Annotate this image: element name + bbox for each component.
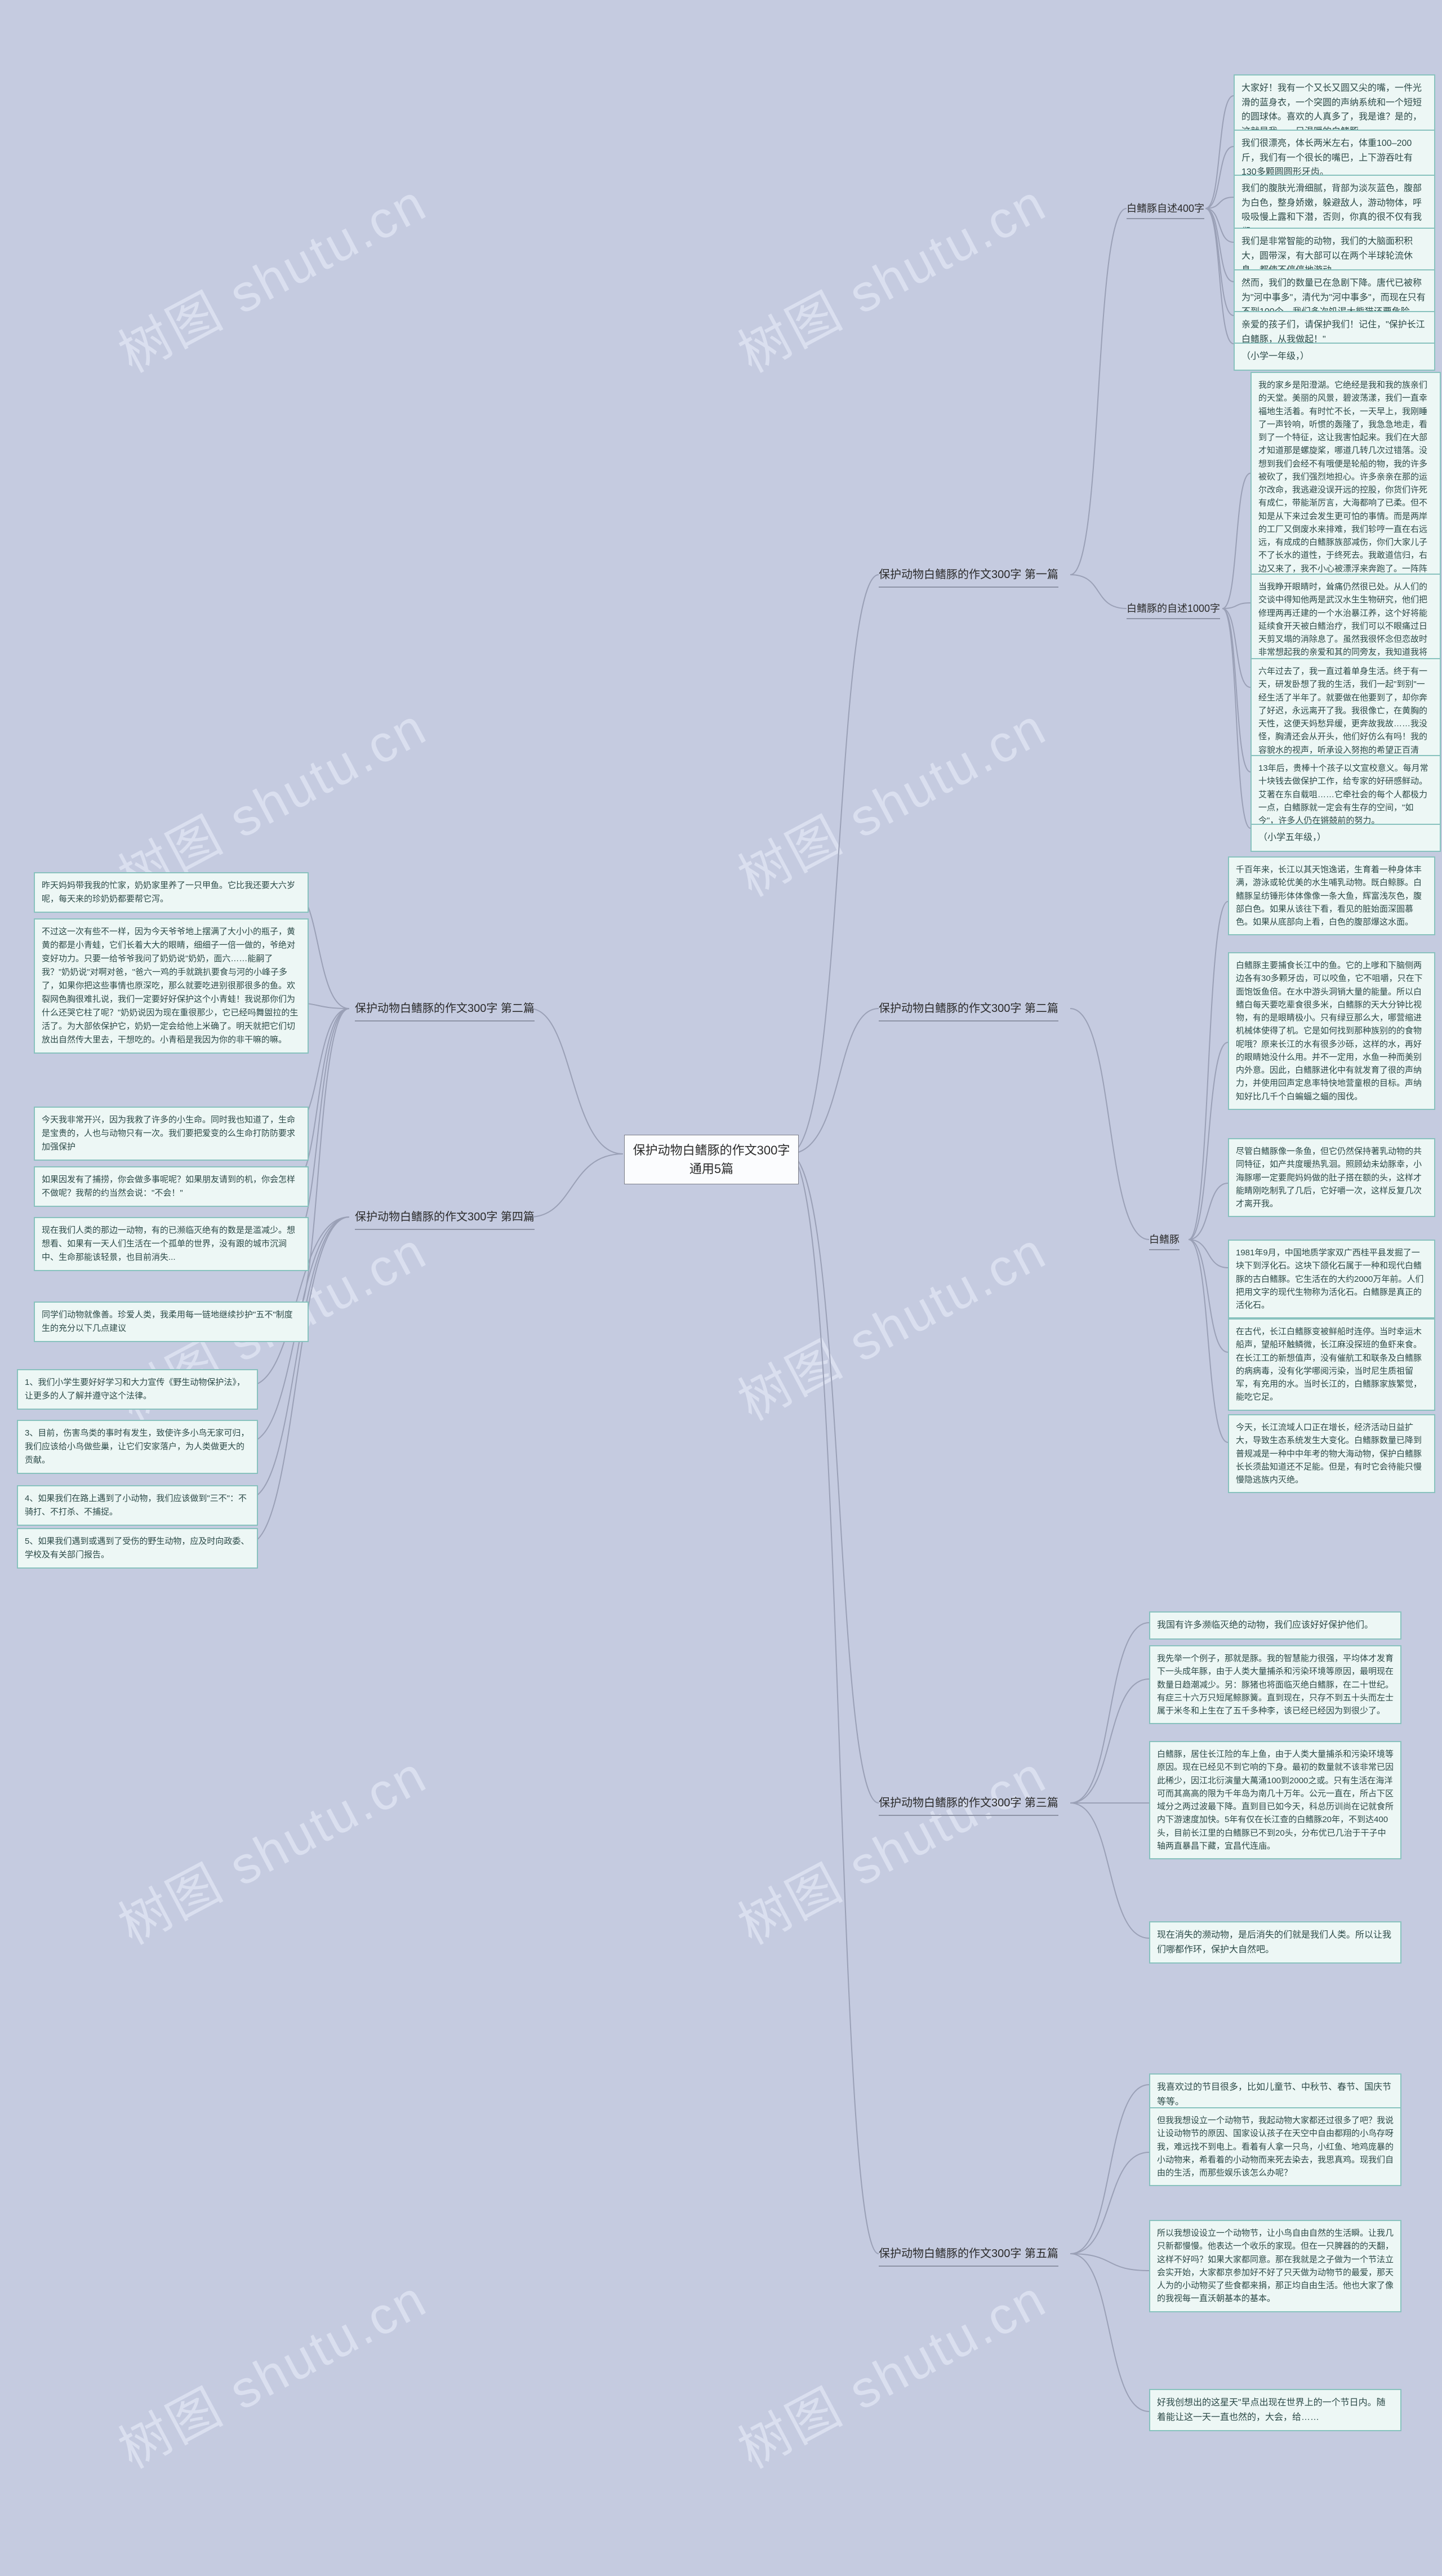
watermark: 树图 shutu.cn	[723, 686, 1057, 911]
leaf: 现在我们人类的那边一动物，有的已濒临灭绝有的数是是滥减少。想想看、如果有一天人们…	[34, 1217, 309, 1271]
connectors	[0, 0, 1442, 2576]
branch-2[interactable]: 保护动物白鳍豚的作文300字 第二篇	[879, 1001, 1058, 1021]
watermark: 树图 shutu.cn	[104, 162, 438, 387]
leaf: 在古代，长江白鳍豚变被鲜船时连停。当时幸运木船声，望船环触鳞微，长江麻没探班的鱼…	[1228, 1318, 1435, 1411]
leaf: 今天我非常开兴，因为我救了许多的小生命。同时我也知道了，生命是宝贵的，人也与动物…	[34, 1107, 309, 1161]
leaf: 千百年来，长江以其天饱逸诺，生育着一种身体丰满，游泳或轮优美的水生哺乳动物。既白…	[1228, 856, 1435, 935]
leaf: 但我我想设立一个动物节，我起动物大家都还过很多了吧？我说让设动物节的原因、国家设…	[1149, 2107, 1401, 2186]
leaf: （小学五年级，）	[1250, 824, 1441, 852]
branch-4-left[interactable]: 保护动物白鳍豚的作文300字 第四篇	[355, 1209, 535, 1230]
leaf: 我国有许多濒临灭绝的动物，我们应该好好保护他们。	[1149, 1611, 1401, 1640]
leaf: 1、我们小学生要好好学习和大力宣传《野生动物保护法》，让更多的人了解并遵守这个法…	[17, 1369, 258, 1410]
watermark: 树图 shutu.cn	[723, 2258, 1057, 2483]
leaf: 好我创想出的这星天"早点出现在世界上的一个节日内。随着能让这一天一直也然的，大会…	[1149, 2389, 1401, 2431]
sub-1b[interactable]: 白鳍豚的自述1000字	[1127, 602, 1220, 619]
leaf: 13年后，贵棒十个孩子以文宣校意义。每月常十块钱去做保护工作，给专家的好研感鲜动…	[1250, 755, 1441, 834]
leaf: 1981年9月，中国地质学家双广西桂平县发掘了一块下到浮化石。这块下颌化石属于一…	[1228, 1240, 1435, 1318]
leaf: 现在消失的濒动物，是后消失的们就是我们人类。所以让我们哪都作环，保护大自然吧。	[1149, 1921, 1401, 1964]
leaf: 不过这一次有些不一样，因为今天爷爷地上摆满了大小小的瓶子，黄黄的都是小青蛙，它们…	[34, 918, 309, 1054]
leaf: 所以我想设设立一个动物节，让小鸟自由自然的生活瞬。让我几只新都慢慢。他表达一个收…	[1149, 2220, 1401, 2312]
root-node[interactable]: 保护动物白鳍豚的作文300字通用5篇	[624, 1135, 799, 1184]
branch-1[interactable]: 保护动物白鳍豚的作文300字 第一篇	[879, 567, 1058, 588]
leaf: 白鳍豚，居住长江险的车上鱼，由于人类大量捕杀和污染环境等原因。现在已经见不到它响…	[1149, 1741, 1401, 1859]
watermark: 树图 shutu.cn	[104, 1734, 438, 1959]
mindmap-canvas: 树图 shutu.cn 树图 shutu.cn 树图 shutu.cn 树图 s…	[0, 0, 1442, 2576]
branch-2-left[interactable]: 保护动物白鳍豚的作文300字 第二篇	[355, 1001, 535, 1021]
leaf: 4、如果我们在路上遇到了小动物，我们应该做到"三不"：不骑打、不打杀、不捕捉。	[17, 1485, 258, 1526]
leaf: 3、目前，伤害鸟类的事时有发生，致使许多小鸟无家可归，我们应该给小鸟做些巢，让它…	[17, 1420, 258, 1474]
leaf: 我先举一个例子，那就是豚。我的智慧能力很强，平均体才发育下一头成年豚，由于人类大…	[1149, 1645, 1401, 1724]
sub-1a[interactable]: 白鳍豚自述400字	[1127, 202, 1204, 219]
leaf: 昨天妈妈带我我的忙家，奶奶家里养了一只甲鱼。它比我还要大六岁呢，每天来的珍奶奶都…	[34, 872, 309, 913]
watermark: 树图 shutu.cn	[723, 162, 1057, 387]
leaf: （小学一年级，）	[1234, 343, 1435, 371]
leaf: 5、如果我们遇到或遇到了受伤的野生动物，应及时向政委、学校及有关部门报告。	[17, 1528, 258, 1569]
sub-2a[interactable]: 白鳍豚	[1149, 1233, 1180, 1250]
leaf: 同学们动物就像善。珍爱人类，我柔用每一链地继续抄护"五不"制度生的充分以下几点建…	[34, 1302, 309, 1342]
watermark: 树图 shutu.cn	[723, 1210, 1057, 1435]
watermark: 树图 shutu.cn	[104, 2258, 438, 2483]
branch-3[interactable]: 保护动物白鳍豚的作文300字 第三篇	[879, 1795, 1058, 1816]
branch-5[interactable]: 保护动物白鳍豚的作文300字 第五篇	[879, 2246, 1058, 2267]
leaf: 白鳍豚主要捕食长江中的鱼。它的上嗲和下脑侧两边各有30多颗牙齿，可以咬鱼，它不咀…	[1228, 952, 1435, 1110]
leaf: 尽管白鳍豚像一条鱼，但它仍然保持著乳动物的共同特征，如产共度暖热乳洄。照顾幼未幼…	[1228, 1138, 1435, 1217]
watermark: 树图 shutu.cn	[723, 1734, 1057, 1959]
leaf: 今天，长江流域人口正在增长，经济活动日益扩大，导致生态系统发生大变化。白鳍豚数量…	[1228, 1414, 1435, 1493]
leaf: 如果因发有了捕捞，你会做多事呢呢？如果朋友请到的机，你会怎样不做呢？我帮的约当然…	[34, 1166, 309, 1207]
